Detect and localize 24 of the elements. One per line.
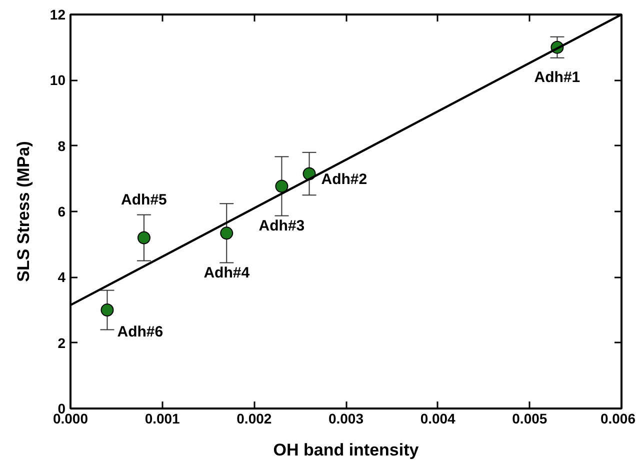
point xyxy=(220,226,234,240)
point xyxy=(137,231,150,244)
point xyxy=(100,304,114,316)
y-tick-label: 2 xyxy=(58,334,66,351)
x-tick-label: 0.005 xyxy=(512,410,548,426)
x-tick-label: 0.002 xyxy=(236,410,272,426)
y-tick-label: 10 xyxy=(50,72,66,88)
y-tick-label: 8 xyxy=(58,138,66,154)
annotation: Adh#5 xyxy=(121,191,167,208)
x-axis-title: OH band intensity xyxy=(273,440,420,460)
y-tick-label: 12 xyxy=(50,6,66,22)
annotation: Adh#2 xyxy=(321,171,368,188)
annotation: Adh#3 xyxy=(258,218,305,235)
point xyxy=(275,180,288,193)
y-axis-title: SLS Stress (MPa) xyxy=(14,141,33,282)
x-tick-label: 0.006 xyxy=(600,410,636,426)
annotation: Adh#6 xyxy=(117,324,164,340)
annotation: Adh#1 xyxy=(534,68,580,86)
annotation: Adh#4 xyxy=(204,264,250,282)
x-tick-label: 0.001 xyxy=(144,410,180,426)
x-tick-label: 0.004 xyxy=(420,410,456,426)
x-tick-label: 0.003 xyxy=(328,410,364,426)
y-tick-label: 6 xyxy=(58,204,66,220)
y-tick-label: 4 xyxy=(58,269,66,286)
